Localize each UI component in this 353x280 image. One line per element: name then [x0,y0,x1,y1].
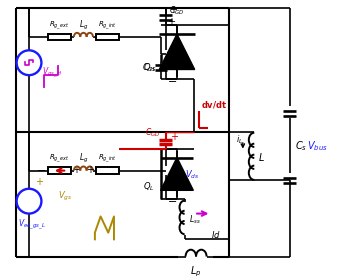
Text: −: − [37,165,46,176]
Text: $V_{bus}$: $V_{bus}$ [307,139,328,153]
Text: −: − [167,197,177,207]
Text: +: + [170,132,178,142]
Text: $L_g$: $L_g$ [79,18,88,32]
Text: $R_{g\_ext}$: $R_{g\_ext}$ [49,153,70,165]
Polygon shape [159,34,195,69]
Text: $R_{g\_int}$: $R_{g\_int}$ [98,153,117,165]
Text: $V_{ee\_gs\_L}$: $V_{ee\_gs\_L}$ [18,218,46,232]
Text: $V_{ds}$: $V_{ds}$ [185,168,199,181]
Text: −: − [167,77,177,87]
Text: $C_{GS}$: $C_{GS}$ [142,61,157,74]
Text: $R_{g\_int}$: $R_{g\_int}$ [98,20,117,32]
Text: $V_{gs}$: $V_{gs}$ [58,190,72,203]
Bar [96,167,119,174]
Polygon shape [161,158,193,190]
Text: $V_{gs\_H}$: $V_{gs\_H}$ [42,65,62,80]
Text: +: + [167,17,175,27]
Text: $i_L$: $i_L$ [235,134,243,146]
Text: $Q_H$: $Q_H$ [143,61,155,74]
Text: $L_p$: $L_p$ [190,264,202,279]
Bar [48,34,71,40]
Text: +: + [35,177,43,187]
Text: $L$: $L$ [258,151,265,163]
Text: $C_{GD}$: $C_{GD}$ [169,5,185,17]
Text: +: + [72,165,80,175]
Text: +: + [86,165,94,175]
Text: $Id$: $Id$ [211,229,221,240]
Text: $L_g$: $L_g$ [79,152,88,165]
Text: $C_s$: $C_s$ [295,139,307,153]
Text: $R_{g\_ext}$: $R_{g\_ext}$ [49,20,70,32]
Text: +: + [169,5,177,15]
Bar [48,167,71,174]
Text: $C_{GD}$: $C_{GD}$ [145,126,161,139]
Bar [96,34,119,40]
Text: $\mathbf{dv/dt}$: $\mathbf{dv/dt}$ [201,99,227,109]
Text: $L_{ss}$: $L_{ss}$ [190,213,201,226]
Text: $Q_L$: $Q_L$ [143,181,154,193]
